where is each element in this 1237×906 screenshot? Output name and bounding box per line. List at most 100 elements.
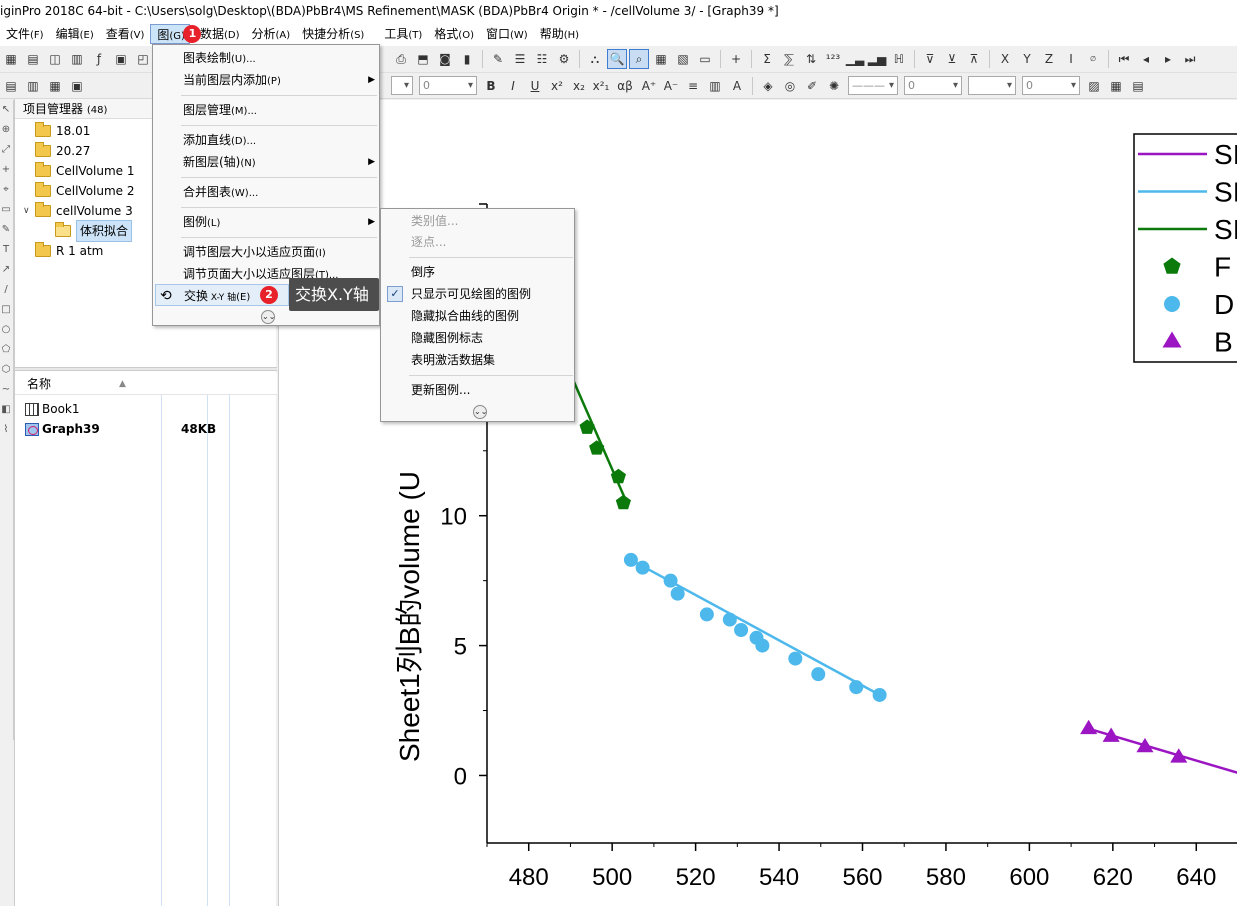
folder-item[interactable]: CellVolume 1 bbox=[35, 161, 135, 181]
file-row[interactable]: Graph39 48KB bbox=[25, 419, 216, 439]
folder-item[interactable]: 18.01 bbox=[35, 121, 90, 141]
subscript-icon[interactable]: x₂ bbox=[573, 78, 585, 93]
menu-item-layer-management[interactable]: 图层管理(M)... bbox=[183, 103, 257, 117]
error-column-icon[interactable]: I bbox=[1069, 52, 1073, 66]
menu-graph[interactable]: 图(G) 1 bbox=[150, 24, 202, 44]
data-info-icon[interactable]: ▧ bbox=[677, 52, 689, 66]
screen-reader-icon[interactable]: + bbox=[1, 164, 11, 175]
rect-tool-icon[interactable]: □ bbox=[1, 304, 11, 315]
menu-data[interactable]: 数据(D) bbox=[199, 27, 240, 41]
font-color-icon[interactable]: A bbox=[732, 78, 742, 93]
column-icon[interactable]: ▮ bbox=[463, 52, 471, 66]
menu-item-hide-legend-marker[interactable]: 隐藏图例标志 bbox=[411, 331, 484, 345]
new-graph-icon[interactable]: ◫ bbox=[49, 52, 61, 66]
menu-item-new-layer[interactable]: 新图层(轴)(N) ▶ bbox=[183, 151, 379, 173]
menu-tools[interactable]: 工具(T) bbox=[384, 27, 423, 41]
none-column-icon[interactable]: ∅ bbox=[1089, 55, 1097, 63]
line-width-combo[interactable]: 0 bbox=[904, 76, 962, 95]
settings-icon[interactable]: ⚙ bbox=[558, 52, 570, 66]
cluster-icon[interactable]: ℍ bbox=[893, 52, 905, 66]
y-column-icon[interactable]: Y bbox=[1023, 52, 1031, 66]
line-tool-icon[interactable]: / bbox=[4, 284, 8, 295]
filter-options-icon[interactable]: ⊼ bbox=[969, 52, 979, 66]
worksheet-tool-icon[interactable]: ▤ bbox=[5, 78, 17, 93]
folder-item[interactable]: CellVolume 2 bbox=[35, 181, 135, 201]
grid-icon[interactable]: ▦ bbox=[1110, 78, 1122, 93]
last-icon[interactable]: ⏭ bbox=[1184, 51, 1196, 66]
split-icon[interactable]: ☰ bbox=[514, 52, 526, 66]
new-matrix-icon[interactable]: ▥ bbox=[71, 52, 83, 66]
z-column-icon[interactable]: Z bbox=[1044, 52, 1054, 66]
align-icon[interactable]: ≡ bbox=[687, 78, 699, 93]
line-style-combo[interactable]: ——— bbox=[848, 76, 898, 95]
fit-tool-icon[interactable]: ⌇ bbox=[3, 424, 9, 435]
print-icon[interactable]: ⎙ bbox=[396, 51, 406, 66]
pattern-combo[interactable] bbox=[968, 76, 1016, 95]
hierarchy-icon[interactable]: ⛬ bbox=[590, 51, 600, 66]
new-notes-icon[interactable]: ▣ bbox=[115, 52, 127, 66]
arrow-tool-icon[interactable]: ↗ bbox=[1, 264, 11, 275]
edit-code-icon[interactable]: ✎ bbox=[492, 52, 504, 66]
layer-list-icon[interactable]: ☷ bbox=[536, 52, 548, 66]
menu-analysis[interactable]: 分析(A) bbox=[251, 27, 291, 41]
add-plot-icon[interactable]: + bbox=[730, 52, 742, 66]
menu-item-fit-layer-to-page[interactable]: 调节图层大小以适应页面(I) bbox=[183, 245, 326, 259]
menu-file[interactable]: 文件(F) bbox=[6, 27, 44, 41]
underline-icon[interactable]: U bbox=[530, 78, 540, 93]
fill-color-icon[interactable]: ◈ bbox=[763, 78, 773, 93]
folder-item-expanded[interactable]: ∨ cellVolume 3 bbox=[23, 201, 133, 221]
stats-icon[interactable]: ⅀ bbox=[784, 52, 794, 66]
menu-item-visible-plots-only[interactable]: ✓ 只显示可见绘图的图例 bbox=[381, 283, 574, 305]
greek-icon[interactable]: αβ bbox=[617, 78, 633, 93]
filter-icon[interactable]: ⊽ bbox=[925, 52, 935, 66]
menu-item-add-to-layer[interactable]: 当前图层内添加(P) ▶ bbox=[183, 69, 379, 91]
superscript-icon[interactable]: x² bbox=[551, 78, 563, 93]
italic-icon[interactable]: I bbox=[511, 78, 515, 93]
pattern-size-combo[interactable]: 0 bbox=[1022, 76, 1080, 95]
menu-item-reverse-order[interactable]: 倒序 bbox=[411, 265, 436, 279]
selector-icon[interactable]: ▭ bbox=[1, 204, 11, 215]
sum-icon[interactable]: Σ bbox=[763, 52, 771, 66]
histogram-icon[interactable]: ▁▃ bbox=[845, 52, 865, 66]
graph-plot[interactable]: 480 500 520 540 560 580 600 620 640 0 5 10 Sheet1列B的… bbox=[279, 100, 1237, 906]
menu-item-per-point[interactable]: 逐点... bbox=[411, 235, 447, 249]
folder-item[interactable]: R 1 atm bbox=[35, 241, 103, 261]
line-color-icon[interactable]: ✐ bbox=[806, 78, 818, 93]
border-icon[interactable]: ▥ bbox=[709, 78, 721, 93]
scale-tool-icon[interactable]: ⤢ bbox=[2, 144, 10, 155]
decrease-font-icon[interactable]: A⁻ bbox=[663, 78, 679, 93]
circle-tool-icon[interactable]: ○ bbox=[1, 324, 11, 335]
supersub-icon[interactable]: x²₁ bbox=[592, 78, 610, 93]
font-combo[interactable] bbox=[391, 76, 413, 95]
copy-page-icon[interactable]: ◙ bbox=[439, 52, 451, 66]
menu-item-mark-active-dataset[interactable]: 表明激活数据集 bbox=[411, 353, 496, 367]
light-icon[interactable]: ✺ bbox=[828, 78, 840, 93]
menu-window[interactable]: 窗口(W) bbox=[485, 27, 528, 41]
symbol-fill-icon[interactable]: ◎ bbox=[784, 78, 796, 93]
new-workbook-icon[interactable]: ▤ bbox=[27, 52, 39, 66]
menu-item-fit-page-to-layer[interactable]: 调节页面大小以适应图层(T)... bbox=[183, 267, 339, 281]
font-size-combo[interactable]: 0 bbox=[419, 76, 477, 95]
rescale-icon[interactable]: ⌕ bbox=[629, 49, 649, 69]
menu-help[interactable]: 帮助(H) bbox=[539, 27, 580, 41]
bar-icon[interactable]: ▂▅ bbox=[867, 52, 887, 66]
new-project-icon[interactable]: ▦ bbox=[5, 52, 17, 66]
export-icon[interactable]: ⬒ bbox=[417, 52, 429, 66]
first-icon[interactable]: ⏮ bbox=[1118, 51, 1130, 66]
menu-item-legend[interactable]: 图例(L) ▶ bbox=[183, 211, 379, 233]
sort-icon[interactable]: ⇅ bbox=[805, 52, 817, 66]
file-row[interactable]: Book1 bbox=[25, 399, 80, 419]
expand-menu-icon[interactable]: ⌄⌄ bbox=[473, 405, 487, 419]
draw-data-icon[interactable]: ✎ bbox=[1, 224, 11, 235]
poly-tool-icon[interactable]: ⬠ bbox=[1, 344, 11, 355]
hatch-icon[interactable]: ▨ bbox=[1088, 78, 1100, 93]
function-icon[interactable]: ƒ bbox=[96, 52, 102, 66]
bold-icon[interactable]: B bbox=[486, 78, 496, 93]
chevron-down-icon[interactable]: ∨ bbox=[23, 206, 30, 216]
freehand-tool-icon[interactable]: ~ bbox=[1, 384, 11, 395]
menu-item-update-legend[interactable]: 更新图例... bbox=[411, 383, 471, 397]
zoom-tool-icon[interactable]: ⊕ bbox=[1, 124, 11, 135]
text-tool-icon[interactable]: T bbox=[2, 244, 10, 255]
menu-edit[interactable]: 编辑(E) bbox=[55, 27, 94, 41]
menu-item-category-values[interactable]: 类别值... bbox=[411, 214, 459, 228]
